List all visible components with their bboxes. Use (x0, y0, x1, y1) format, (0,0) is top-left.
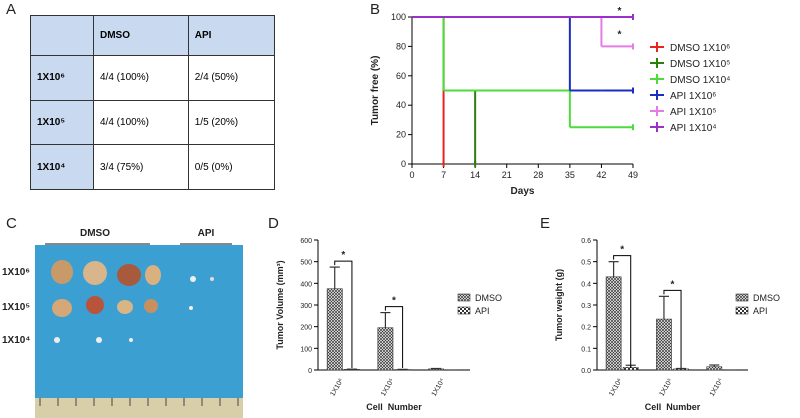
col-header: DMSO (93, 15, 189, 56)
x-tick-label: 1X10⁶ (329, 377, 345, 397)
group-label: DMSO (80, 228, 110, 239)
y-tick-label: 0.6 (581, 238, 591, 245)
y-tick-label: 0.2 (581, 325, 591, 332)
significance-star: * (671, 279, 675, 290)
significance-star: * (620, 245, 624, 256)
significance-bracket (613, 255, 632, 368)
x-tick-label: 21 (502, 170, 512, 180)
cell: 4/4 (100%) (93, 99, 189, 146)
cell: 4/4 (100%) (93, 55, 189, 101)
legend-label: API 1X10⁵ (670, 107, 716, 118)
y-axis-label: Tumor Volume (mm³) (275, 260, 285, 349)
x-axis-label: Days (511, 186, 535, 197)
row-header: 1X10⁵ (30, 99, 94, 146)
legend-label: API (475, 306, 490, 316)
legend-label: DMSO (475, 293, 502, 303)
row-label: 1X10⁵ (2, 302, 30, 313)
y-tick-label: 500 (300, 260, 312, 267)
significance-star: * (618, 30, 622, 41)
y-tick-label: 60 (396, 71, 406, 81)
significance-bracket (334, 260, 353, 368)
row-header: 1X10⁴ (30, 144, 94, 190)
x-tick-label: 1X10⁵ (659, 377, 675, 397)
cell: 2/4 (50%) (187, 55, 276, 101)
y-tick-label: 600 (300, 238, 312, 245)
x-tick-label: 1X10⁴ (709, 378, 725, 398)
x-tick-label: 0 (409, 170, 414, 180)
photo: DMSO API 1X10⁶ 1X10⁵ 1X10⁴ (2, 228, 243, 418)
col-header: API (187, 15, 276, 56)
significance-bracket (384, 306, 404, 368)
y-tick-label: 0 (308, 368, 312, 375)
legend-label: DMSO 1X10⁶ (670, 43, 730, 54)
x-tick-label: 49 (628, 170, 638, 180)
cell: 1/5 (20%) (187, 99, 276, 146)
x-tick-label: 28 (533, 170, 543, 180)
legend-label: API (753, 306, 768, 316)
row-label: 1X10⁶ (2, 267, 30, 278)
x-tick-label: 1X10⁴ (431, 378, 447, 398)
significance-bracket (663, 289, 682, 368)
results-table: DMSO API 1X10⁶ 4/4 (100%) 2/4 (50%) 1X10⁵ 4/… (30, 15, 276, 190)
bar (377, 327, 394, 371)
legend-label: DMSO (753, 293, 780, 303)
row-header: 1X10⁶ (30, 55, 94, 101)
corner-cell (30, 15, 94, 56)
bar (656, 318, 672, 371)
y-tick-label: 40 (396, 100, 406, 110)
x-tick-label: 7 (441, 170, 446, 180)
y-tick-label: 80 (396, 41, 406, 51)
legend-swatch (457, 306, 471, 315)
y-tick-label: 200 (300, 325, 312, 332)
y-tick-label: 100 (300, 346, 312, 353)
legend-label: API 1X10⁴ (670, 123, 717, 134)
legend-label: DMSO 1X10⁴ (670, 75, 730, 86)
y-tick-label: 0 (401, 159, 406, 169)
panel-label: D (268, 215, 279, 232)
legend-label: DMSO 1X10⁵ (670, 59, 730, 70)
x-tick-label: 1X10⁶ (608, 377, 624, 397)
significance-star: * (392, 296, 396, 307)
significance-star: * (341, 250, 345, 261)
bar (706, 366, 723, 371)
panel-label: A (6, 1, 16, 18)
x-tick-label: 14 (470, 170, 480, 180)
y-tick-label: 0.4 (581, 281, 591, 288)
legend-swatch (735, 306, 749, 315)
legend-swatch (457, 293, 471, 302)
x-tick-label: 1X10⁵ (380, 377, 396, 397)
y-tick-label: 400 (300, 281, 312, 288)
significance-star: * (618, 6, 622, 17)
legend-label: API 1X10⁶ (670, 91, 716, 102)
y-tick-label: 0.5 (581, 260, 591, 267)
panel-label: E (540, 215, 550, 232)
x-axis-label: Cell Number (366, 402, 422, 412)
y-tick-label: 0.0 (581, 368, 591, 375)
y-tick-label: 0.3 (581, 303, 591, 310)
bar (326, 288, 343, 371)
panel-label: B (370, 1, 380, 18)
y-axis-label: Tumor weight (g) (554, 269, 564, 341)
group-label: API (198, 228, 215, 239)
y-tick-label: 20 (396, 130, 406, 140)
x-axis-label: Cell Number (645, 402, 701, 412)
y-tick-label: 300 (300, 303, 312, 310)
y-tick-label: 100 (391, 12, 406, 22)
y-tick-label: 0.1 (581, 346, 591, 353)
row-label: 1X10⁴ (2, 335, 30, 346)
panel-label: C (6, 215, 17, 232)
legend-swatch (735, 293, 749, 302)
bar (605, 276, 622, 371)
y-axis-label: Tumor free (%) (370, 56, 381, 126)
cell: 0/5 (0%) (187, 144, 276, 190)
x-tick-label: 42 (596, 170, 606, 180)
x-tick-label: 35 (565, 170, 575, 180)
